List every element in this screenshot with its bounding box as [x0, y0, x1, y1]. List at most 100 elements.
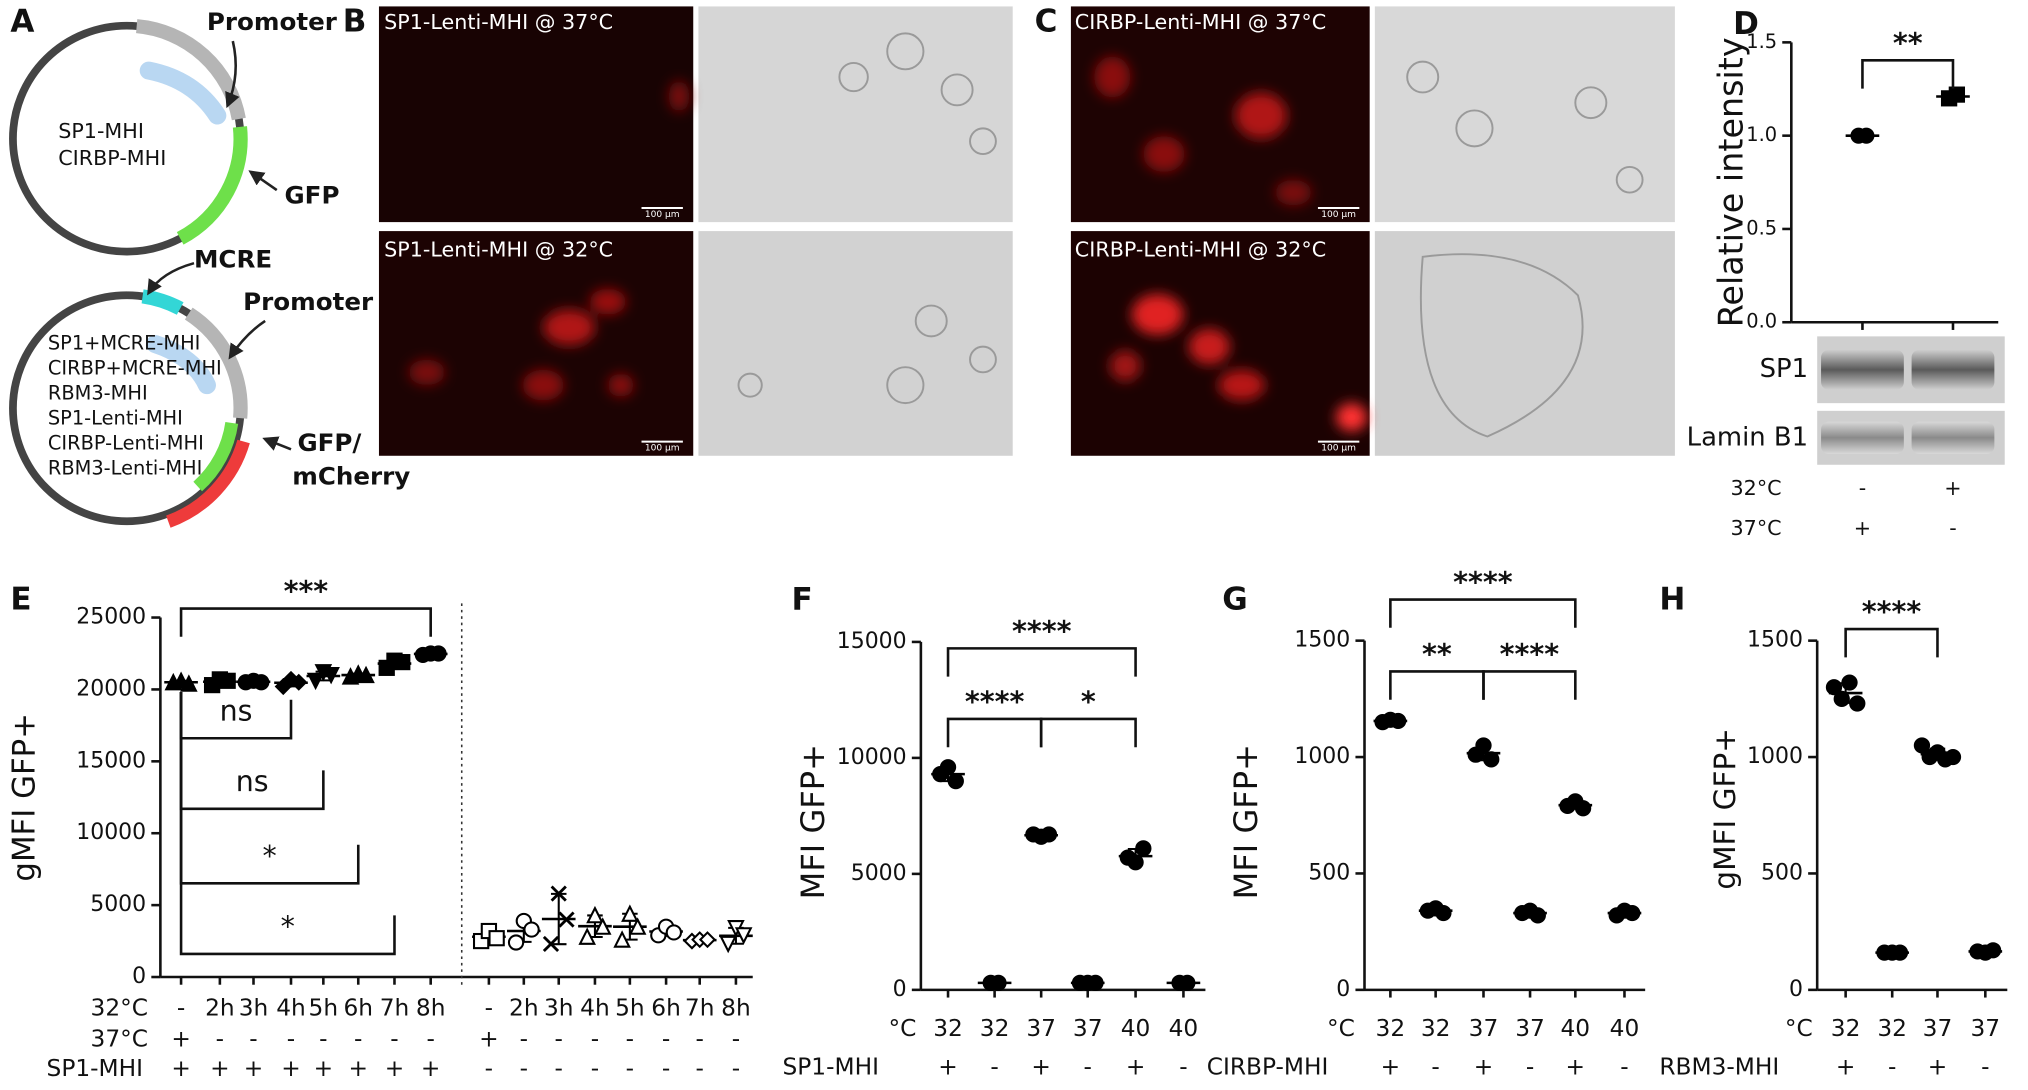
direction-arrow: [139, 61, 227, 125]
row-cell: -: [591, 1025, 599, 1052]
comparison-bracket: [179, 692, 396, 956]
data-point: [1475, 737, 1492, 754]
panel-label: H: [1659, 581, 1685, 617]
y-tick-label: 0: [132, 964, 146, 989]
data-point: [1040, 826, 1058, 843]
row-cell: +: [938, 1054, 958, 1081]
data-point: [1913, 737, 1931, 754]
pointer: [228, 319, 266, 360]
annotation: Promoter: [207, 7, 337, 36]
row-cell: 3h: [544, 995, 574, 1022]
row-cell: -: [216, 1025, 224, 1052]
significance-label: ****: [1500, 638, 1560, 671]
panel-label: C: [1035, 4, 1058, 40]
data-point: [1984, 942, 2002, 959]
data-point: [357, 665, 375, 684]
data-point: [1435, 904, 1452, 922]
pointer: [248, 170, 278, 192]
construct-name: RBM3-Lenti-MHI: [48, 457, 202, 480]
row-cell: 37: [1026, 1015, 1056, 1042]
row-cell: 8h: [416, 995, 446, 1022]
panel-label: B: [343, 4, 367, 40]
row-cell: -: [1949, 516, 1956, 540]
row-cell: -: [319, 1025, 327, 1052]
row-cell: 6h: [651, 995, 681, 1022]
row-cell: +: [1381, 1054, 1401, 1081]
row-cell: -: [485, 995, 493, 1022]
data-point: [523, 921, 540, 938]
pointer: [147, 261, 195, 296]
row-cell: 4h: [580, 995, 610, 1022]
row-cell: 32: [933, 1015, 963, 1042]
data-point: [1624, 904, 1641, 922]
row-cell: 32: [1421, 1015, 1451, 1042]
construct-name: SP1+MCRE-MHI: [48, 332, 201, 355]
panel-label: F: [792, 581, 813, 617]
significance-label: ns: [236, 765, 269, 798]
row-label: CIRBP-MHI: [1207, 1054, 1329, 1081]
row-label: °C: [1785, 1015, 1813, 1042]
data-point: [586, 905, 604, 924]
row-cell: -: [426, 1025, 434, 1052]
brightfield-image: [698, 6, 1013, 223]
row-cell: 3h: [239, 995, 269, 1022]
row-label: 37°C: [1731, 516, 1782, 540]
significance-label: ****: [1453, 566, 1513, 599]
row-label: SP1-MHI: [47, 1055, 143, 1082]
row-cell: 32: [1376, 1015, 1406, 1042]
data-point: [488, 930, 505, 947]
data-point: [1574, 800, 1592, 817]
row-cell: 5h: [615, 995, 645, 1022]
panel-label: E: [10, 581, 31, 617]
y-tick-label: 20000: [76, 676, 146, 701]
mcre-segment: [141, 289, 184, 315]
fluorescence-image: [378, 6, 694, 223]
construct-name: SP1-Lenti-MHI: [48, 407, 183, 430]
panel-label: D: [1733, 6, 1759, 42]
gfp-segment: [193, 421, 239, 492]
microscopy: [378, 6, 1675, 456]
construct-name: CIRBP+MCRE-MHI: [48, 357, 222, 380]
row-cell: +: [1566, 1054, 1586, 1081]
row-cell: -: [354, 1025, 362, 1052]
data-point: [734, 927, 753, 945]
scale-bar-label: 100 µm: [1321, 444, 1356, 454]
scale-bar-label: 100 µm: [645, 444, 680, 454]
row-label: RBM3-MHI: [1659, 1054, 1779, 1081]
row-cell: -: [626, 1025, 634, 1052]
row-cell: 2h: [205, 995, 235, 1022]
row-cell: +: [171, 1025, 191, 1052]
data-point: [593, 917, 612, 935]
panel-label: A: [10, 4, 34, 40]
y-axis-label: Relative intensity: [1712, 37, 1751, 327]
data-point: [1389, 712, 1407, 730]
row-cell: +: [1126, 1054, 1146, 1081]
comparison-bracket: [1389, 670, 1485, 700]
row-cell: +: [385, 1055, 405, 1082]
data-point: [507, 934, 525, 951]
image-title: SP1-Lenti-MHI @ 37°C: [384, 10, 613, 34]
row-cell: -: [390, 1025, 398, 1052]
data-point: [990, 974, 1007, 991]
blot-label: Lamin B1: [1687, 422, 1808, 452]
data-point: [290, 673, 308, 691]
row-cell: 32: [1877, 1015, 1907, 1042]
row-cell: -: [732, 1055, 740, 1082]
data-point: [698, 931, 717, 949]
scale-bar-label: 100 µm: [1321, 210, 1356, 220]
row-label: °C: [1327, 1015, 1355, 1042]
row-cell: 6h: [343, 995, 373, 1022]
data-point: [719, 935, 737, 954]
row-cell: -: [1620, 1054, 1628, 1081]
data-point: [306, 672, 325, 691]
row-cell: +: [1836, 1054, 1856, 1081]
data-point: [665, 924, 682, 941]
row-cell: +: [1474, 1054, 1494, 1081]
comparison-bracket: [1482, 670, 1577, 700]
row-cell: 8h: [721, 995, 751, 1022]
row-cell: -: [662, 1025, 670, 1052]
y-tick-label: 0: [1336, 977, 1350, 1002]
row-cell: -: [1084, 1054, 1092, 1081]
significance-label: ns: [220, 695, 253, 728]
